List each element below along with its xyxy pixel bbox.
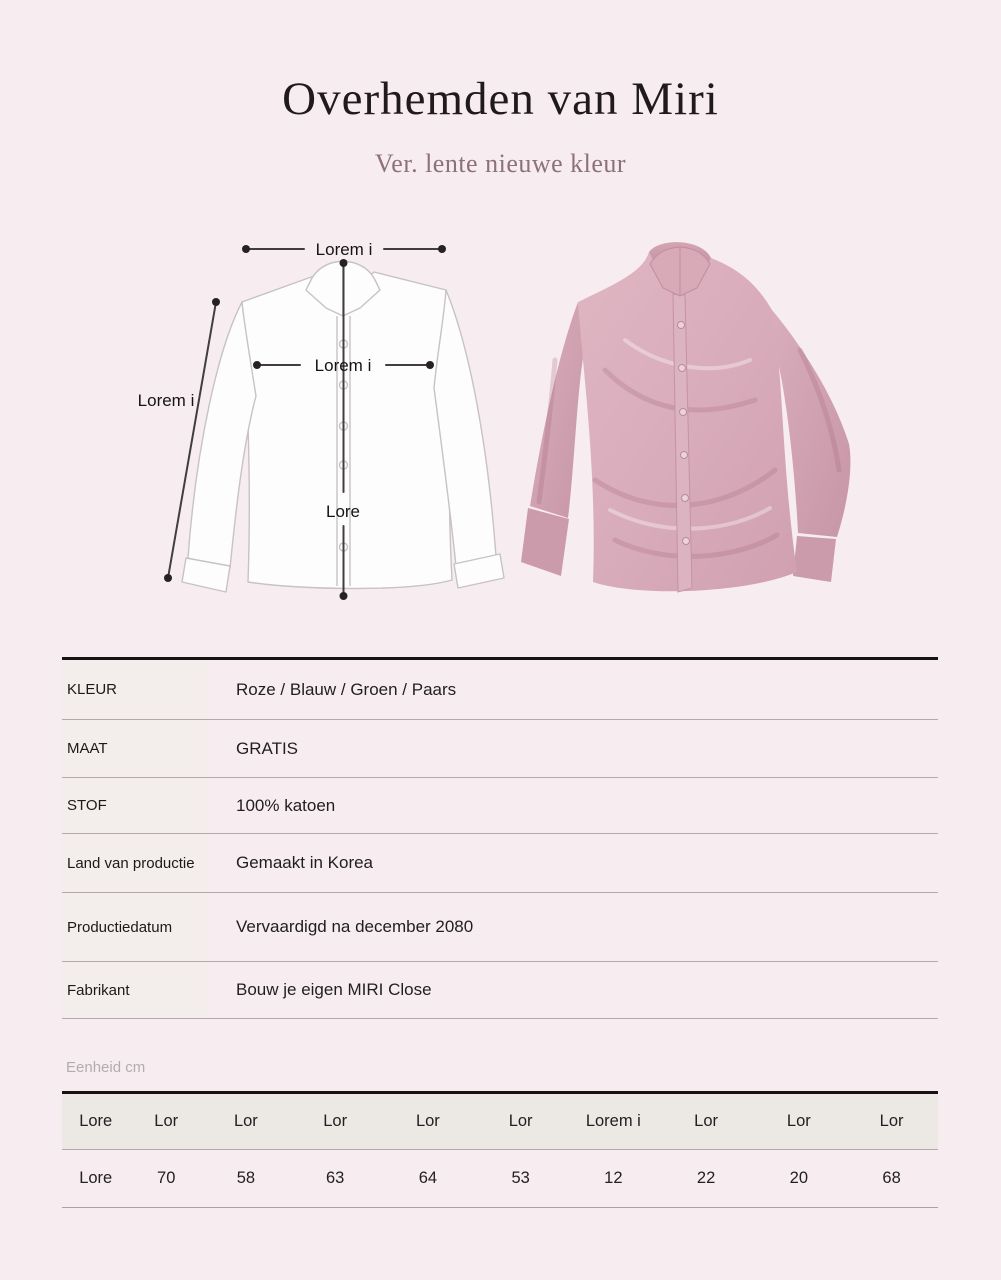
info-row-country: Land van productie Gemaakt in Korea: [62, 834, 938, 893]
size-cell: Lore: [62, 1149, 130, 1208]
size-col-header: Lor: [202, 1092, 289, 1150]
unit-note: Eenheid cm: [66, 1059, 146, 1076]
size-cell: 53: [474, 1149, 567, 1208]
info-value: GRATIS: [236, 738, 299, 758]
product-info-table: KLEUR Roze / Blauw / Groen / Paars MAAT …: [62, 657, 938, 1019]
size-cell: 64: [381, 1149, 475, 1208]
size-col-header: Lor: [474, 1092, 567, 1150]
info-value: Vervaardigd na december 2080: [236, 917, 474, 936]
info-value: Gemaakt in Korea: [236, 853, 374, 872]
info-row-size: MAAT GRATIS: [62, 720, 938, 778]
size-chart-header-row: Lore Lor Lor Lor Lor Lor Lorem i Lor Lor…: [62, 1092, 938, 1150]
info-label: STOF: [62, 778, 207, 833]
shoulder-measure-label: Lorem i: [316, 240, 373, 259]
size-cell: 20: [752, 1149, 846, 1208]
shirt-line-art: [181, 260, 505, 593]
info-value: 100% katoen: [236, 795, 336, 815]
sleeve-measure-line: [167, 301, 217, 579]
info-label: Productiedatum: [62, 893, 207, 961]
size-col-header: Lore: [62, 1092, 130, 1150]
size-cell: 22: [659, 1149, 753, 1208]
info-label: Land van productie: [62, 834, 207, 892]
size-col-header: Lor: [659, 1092, 753, 1150]
size-cell: 63: [288, 1149, 382, 1208]
size-col-header: Lor: [129, 1092, 203, 1150]
sleeve-measure-label: Lorem i: [138, 391, 195, 410]
size-cell: 58: [202, 1149, 289, 1208]
info-row-manufacturer: Fabrikant Bouw je eigen MIRI Close: [62, 962, 938, 1019]
measure-endpoints: [164, 245, 446, 600]
info-label: Fabrikant: [62, 962, 207, 1018]
size-cell: 12: [566, 1149, 660, 1208]
info-label: KLEUR: [62, 660, 207, 719]
length-measure-label: Lore: [326, 502, 360, 521]
size-col-header: Lor: [288, 1092, 382, 1150]
info-row-production-date: Productiedatum Vervaardigd na december 2…: [62, 893, 938, 962]
size-measurement-diagram: Lorem i Lorem i Lorem i Lore: [138, 240, 505, 600]
info-value: Roze / Blauw / Groen / Paars: [236, 679, 457, 699]
size-col-header: Lorem i: [566, 1092, 660, 1150]
size-col-header: Lor: [845, 1092, 938, 1150]
size-chart-value-row: Lore 70 58 63 64 53 12 22 20 68: [62, 1149, 938, 1208]
size-col-header: Lor: [381, 1092, 475, 1150]
info-value: Bouw je eigen MIRI Close: [236, 980, 432, 999]
product-photo: [521, 242, 851, 593]
page-title: Overhemden van Miri: [282, 73, 719, 125]
chest-measure-label: Lorem i: [315, 356, 372, 375]
info-row-fabric: STOF 100% katoen: [62, 778, 938, 834]
info-row-color: KLEUR Roze / Blauw / Groen / Paars: [62, 660, 938, 720]
page-subtitle: Ver. lente nieuwe kleur: [374, 149, 627, 178]
info-label: MAAT: [62, 720, 207, 777]
size-cell: 70: [129, 1149, 203, 1208]
size-chart-table: Lore Lor Lor Lor Lor Lor Lorem i Lor Lor…: [62, 1091, 938, 1208]
size-col-header: Lor: [752, 1092, 846, 1150]
size-cell: 68: [845, 1149, 938, 1208]
